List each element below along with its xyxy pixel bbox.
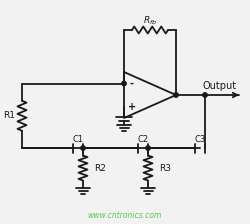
Text: C2: C2 (138, 134, 148, 144)
Text: R3: R3 (159, 164, 171, 172)
Text: www.cntronics.com: www.cntronics.com (88, 211, 162, 220)
Text: R2: R2 (94, 164, 106, 172)
Text: C3: C3 (194, 134, 205, 144)
Text: +: + (128, 101, 136, 112)
Text: C1: C1 (72, 134, 84, 144)
Circle shape (122, 81, 126, 86)
Circle shape (203, 93, 207, 97)
Text: R1: R1 (3, 111, 15, 120)
Text: Output: Output (203, 81, 237, 91)
Text: -: - (130, 78, 134, 88)
Circle shape (146, 146, 150, 150)
Circle shape (81, 146, 85, 150)
Circle shape (174, 93, 178, 97)
Text: $R_{fb}$: $R_{fb}$ (143, 15, 157, 27)
